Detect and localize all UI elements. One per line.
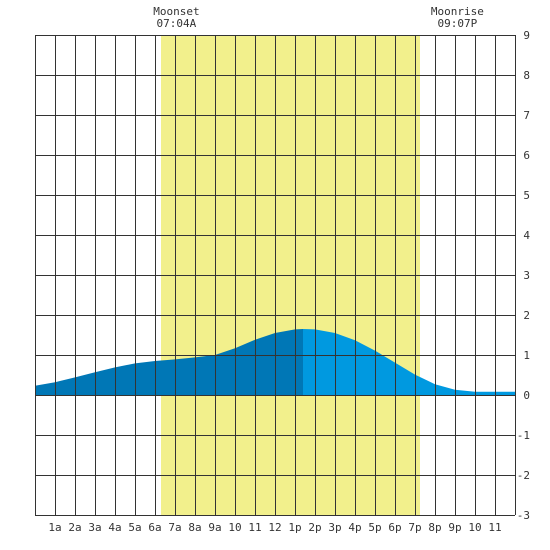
x-tick-label: 8p xyxy=(428,521,441,534)
x-tick-label: 7p xyxy=(408,521,421,534)
x-tick-label: 2a xyxy=(68,521,81,534)
event-time: 07:04A xyxy=(157,17,197,30)
y-tick-label: -2 xyxy=(517,469,530,482)
event-time: 09:07P xyxy=(438,17,478,30)
x-tick-label: 10 xyxy=(468,521,481,534)
y-tick-label: 2 xyxy=(523,309,530,322)
x-tick-label: 9a xyxy=(208,521,221,534)
x-tick-label: 11 xyxy=(248,521,261,534)
y-tick-label: 5 xyxy=(523,189,530,202)
y-tick-label: 3 xyxy=(523,269,530,282)
y-tick-label: 0 xyxy=(523,389,530,402)
event-name: Moonrise xyxy=(431,5,484,18)
x-tick-label: 7a xyxy=(168,521,181,534)
y-tick-label: -3 xyxy=(517,509,530,522)
x-tick-label: 3p xyxy=(328,521,341,534)
x-tick-label: 3a xyxy=(88,521,101,534)
y-tick-label: 1 xyxy=(523,349,530,362)
x-tick-label: 8a xyxy=(188,521,201,534)
x-tick-label: 1a xyxy=(48,521,61,534)
x-tick-label: 4p xyxy=(348,521,361,534)
x-tick-label: 10 xyxy=(228,521,241,534)
x-tick-label: 2p xyxy=(308,521,321,534)
event-name: Moonset xyxy=(153,5,199,18)
x-tick-label: 5p xyxy=(368,521,381,534)
x-tick-label: 11 xyxy=(488,521,501,534)
x-tick-label: 6p xyxy=(388,521,401,534)
x-tick-label: 5a xyxy=(128,521,141,534)
x-tick-label: 4a xyxy=(108,521,121,534)
x-tick-label: 6a xyxy=(148,521,161,534)
y-tick-label: 6 xyxy=(523,149,530,162)
y-tick-label: 9 xyxy=(523,29,530,42)
y-tick-label: 8 xyxy=(523,69,530,82)
y-tick-label: -1 xyxy=(517,429,530,442)
x-tick-label: 9p xyxy=(448,521,461,534)
x-tick-label: 12 xyxy=(268,521,281,534)
y-tick-label: 4 xyxy=(523,229,530,242)
y-tick-label: 7 xyxy=(523,109,530,122)
x-tick-label: 1p xyxy=(288,521,301,534)
